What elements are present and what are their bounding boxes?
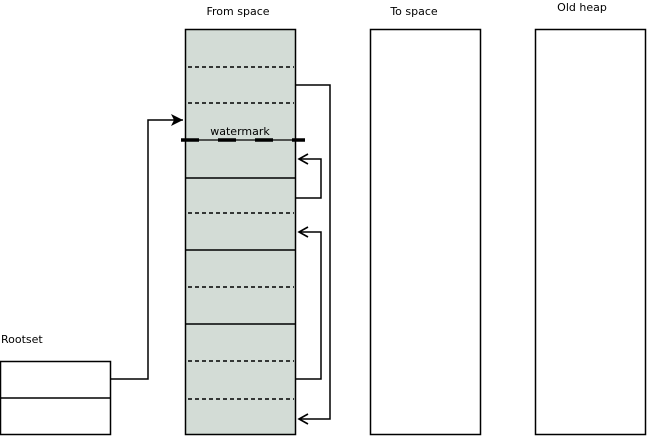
pointer-arrow-outer bbox=[296, 84, 331, 425]
from-space-box bbox=[184, 28, 297, 436]
rootset-pointer-arrow bbox=[111, 114, 183, 380]
old-heap-label: Old heap bbox=[557, 1, 607, 14]
old-heap-box bbox=[534, 28, 647, 436]
pointer-arrow-long bbox=[296, 226, 322, 380]
to-space-box bbox=[369, 28, 482, 436]
rootset bbox=[0, 360, 112, 436]
from-space-label: From space bbox=[206, 5, 269, 18]
watermark-label: watermark bbox=[210, 125, 270, 138]
rootset-label: Rootset bbox=[1, 333, 43, 346]
to-space-label: To space bbox=[389, 5, 438, 18]
pointer-arrow-short bbox=[296, 153, 322, 199]
from-space: watermark bbox=[181, 28, 305, 436]
